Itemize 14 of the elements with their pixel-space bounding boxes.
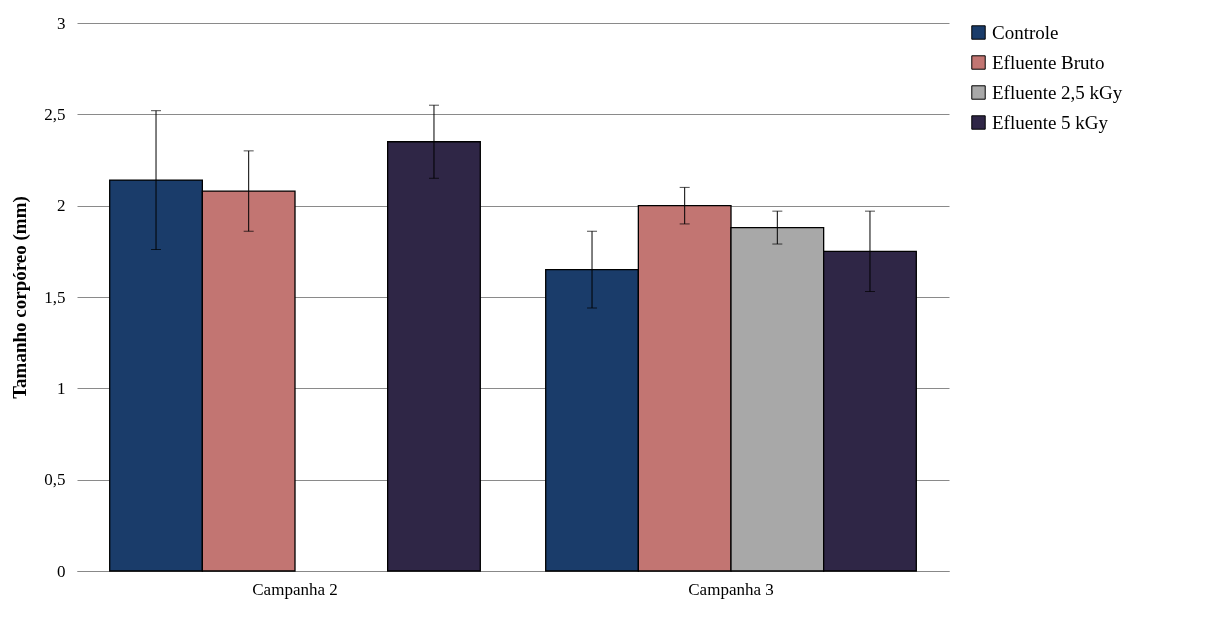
y-tick-label: 0,5 bbox=[44, 470, 66, 490]
legend-label: Efluente 5 kGy bbox=[992, 111, 1109, 133]
x-tick-label: Campanha 3 bbox=[688, 579, 774, 599]
y-tick-label: 2,5 bbox=[44, 104, 66, 124]
x-tick-label: Campanha 2 bbox=[252, 579, 338, 599]
y-tick-label: 3 bbox=[57, 13, 66, 33]
y-tick-label: 2 bbox=[57, 196, 66, 216]
y-axis-title: Tamanho corpóreo (mm) bbox=[9, 196, 32, 399]
y-tick-label: 1 bbox=[57, 378, 66, 398]
legend-label: Efluente Bruto bbox=[992, 51, 1105, 73]
y-tick-label: 0 bbox=[57, 561, 66, 581]
y-tick-label: 1,5 bbox=[44, 287, 66, 307]
legend-label: Controle bbox=[992, 21, 1059, 43]
legend-label: Efluente 2,5 kGy bbox=[992, 81, 1123, 103]
